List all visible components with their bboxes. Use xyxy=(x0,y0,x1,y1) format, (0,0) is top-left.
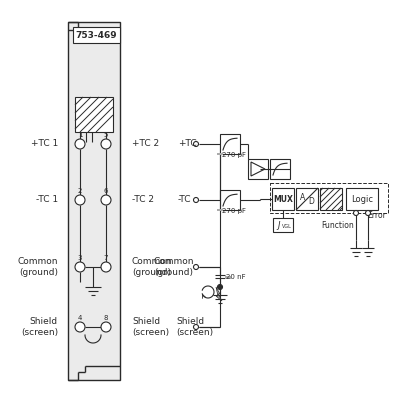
Text: -TC 1: -TC 1 xyxy=(36,196,58,204)
Text: A: A xyxy=(300,193,305,202)
Circle shape xyxy=(194,324,198,330)
Bar xyxy=(270,159,290,179)
Polygon shape xyxy=(216,287,222,301)
Circle shape xyxy=(218,284,222,290)
Circle shape xyxy=(194,198,198,202)
Text: J: J xyxy=(277,220,280,230)
Bar xyxy=(248,159,268,179)
Bar xyxy=(272,188,294,210)
Bar xyxy=(75,97,113,132)
Text: Shield
(screen): Shield (screen) xyxy=(176,317,213,337)
Text: D: D xyxy=(308,197,314,206)
Text: 20 nF: 20 nF xyxy=(226,274,246,280)
Bar xyxy=(346,188,378,210)
Circle shape xyxy=(194,142,198,146)
Text: Logic: Logic xyxy=(351,194,373,204)
Circle shape xyxy=(194,264,198,270)
Text: +TC 2: +TC 2 xyxy=(132,140,159,148)
Text: -TC 2: -TC 2 xyxy=(132,196,154,204)
Text: +TC 1: +TC 1 xyxy=(31,140,58,148)
Circle shape xyxy=(101,262,111,272)
Circle shape xyxy=(101,322,111,332)
Circle shape xyxy=(101,195,111,205)
Bar xyxy=(270,183,388,213)
Text: Function: Function xyxy=(321,220,354,230)
Text: 270 pF: 270 pF xyxy=(222,208,246,214)
Text: 3: 3 xyxy=(78,255,82,261)
Circle shape xyxy=(75,139,85,149)
Bar xyxy=(220,134,240,154)
Circle shape xyxy=(366,210,370,216)
Text: Common
(ground): Common (ground) xyxy=(132,257,172,277)
Bar xyxy=(220,190,240,210)
Circle shape xyxy=(75,322,85,332)
Circle shape xyxy=(75,262,85,272)
Text: MUX: MUX xyxy=(273,194,293,204)
Text: 4: 4 xyxy=(78,315,82,321)
Bar xyxy=(320,188,342,210)
Bar xyxy=(217,153,223,155)
Bar xyxy=(73,27,120,43)
Bar xyxy=(217,209,223,211)
Text: 270 pF: 270 pF xyxy=(222,152,246,158)
Text: Common
(ground): Common (ground) xyxy=(18,257,58,277)
Circle shape xyxy=(75,195,85,205)
Bar xyxy=(68,22,120,380)
Text: 6: 6 xyxy=(104,188,108,194)
Circle shape xyxy=(354,210,358,216)
Text: +TC: +TC xyxy=(178,140,197,148)
Text: 2: 2 xyxy=(78,188,82,194)
Bar xyxy=(296,188,318,210)
Text: 7: 7 xyxy=(104,255,108,261)
Bar xyxy=(273,218,293,232)
Text: Shield
(screen): Shield (screen) xyxy=(132,317,169,337)
Text: 5: 5 xyxy=(104,132,108,138)
Bar xyxy=(225,276,231,279)
Text: 8: 8 xyxy=(104,315,108,321)
Circle shape xyxy=(101,139,111,149)
Text: Common
(ground): Common (ground) xyxy=(154,257,194,277)
Text: Error: Error xyxy=(367,210,386,220)
Text: -TC: -TC xyxy=(178,196,192,204)
Text: 753-469: 753-469 xyxy=(76,30,117,40)
Text: 1: 1 xyxy=(78,132,82,138)
Text: Shield
(screen): Shield (screen) xyxy=(21,317,58,337)
Text: VGL: VGL xyxy=(282,224,292,228)
